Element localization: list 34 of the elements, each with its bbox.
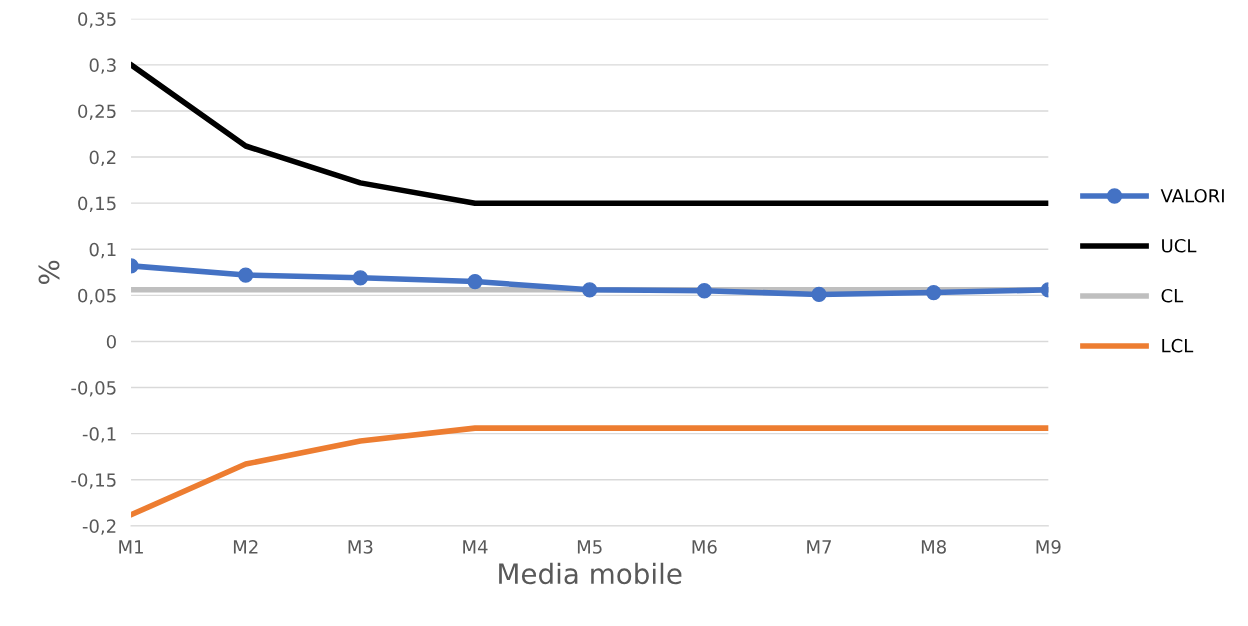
point <box>238 267 254 283</box>
point <box>811 286 827 303</box>
y-tick-label: -0,2 <box>82 519 116 535</box>
point <box>926 284 942 301</box>
legend-label: VALORI <box>1160 188 1224 203</box>
y-tick-label: 0,05 <box>78 288 116 305</box>
point <box>696 283 712 299</box>
x-tick-label: M2 <box>233 540 258 554</box>
y-tick-label: -0,15 <box>71 473 116 489</box>
legend-label: UCL <box>1162 238 1197 253</box>
y-tick-label: 0 <box>106 334 116 349</box>
y-tick-label: -0,1 <box>82 427 116 443</box>
x-tick-label: M6 <box>692 540 717 554</box>
x-tick-label: M3 <box>348 540 373 554</box>
y-tick-label: 0,1 <box>89 242 116 259</box>
x-tick-label: M1 <box>119 540 143 554</box>
x-tick-label: M8 <box>921 540 946 554</box>
y-axis-title: % <box>38 260 60 284</box>
y-tick-label: 0,2 <box>89 150 116 167</box>
y-tick-label: 0,3 <box>89 58 116 74</box>
y-tick-label: 0,25 <box>78 104 116 120</box>
legend-label: LCL <box>1162 338 1194 353</box>
x-axis-title: Media mobile <box>499 562 682 585</box>
y-tick-label: 0,35 <box>78 12 116 28</box>
y-tick-label: -0,05 <box>71 381 116 397</box>
x-tick-label: M9 <box>1036 540 1061 554</box>
x-tick-label: M7 <box>807 540 831 554</box>
point <box>467 273 483 290</box>
y-tick-label: 0,15 <box>78 196 116 213</box>
point <box>352 270 368 286</box>
x-tick-label: M4 <box>463 540 488 554</box>
legend-label: CL <box>1161 288 1184 303</box>
point <box>582 282 598 298</box>
x-tick-label: M5 <box>577 540 602 554</box>
